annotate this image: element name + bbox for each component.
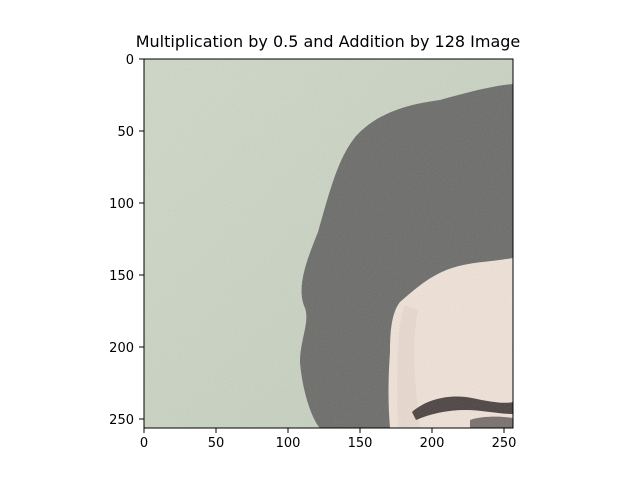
image-content — [144, 59, 513, 428]
y-tick-label: 0 — [126, 53, 134, 68]
x-tick-label: 100 — [276, 436, 301, 451]
plot-title: Multiplication by 0.5 and Addition by 12… — [135, 32, 521, 51]
x-tick-label: 250 — [492, 436, 517, 451]
x-tick-label: 50 — [208, 436, 225, 451]
image-grain — [144, 59, 513, 428]
x-tick-label: 150 — [348, 436, 373, 451]
y-tick-label: 100 — [109, 197, 134, 212]
axes-frame — [143, 58, 514, 429]
x-tick-label: 0 — [140, 436, 148, 451]
x-tick-label: 200 — [420, 436, 445, 451]
x-axis — [143, 428, 505, 433]
y-tick-label: 250 — [109, 413, 134, 428]
y-tick-label: 200 — [109, 341, 134, 356]
y-axis — [139, 58, 144, 420]
y-tick-label: 50 — [117, 125, 134, 140]
y-tick-label: 150 — [109, 269, 134, 284]
